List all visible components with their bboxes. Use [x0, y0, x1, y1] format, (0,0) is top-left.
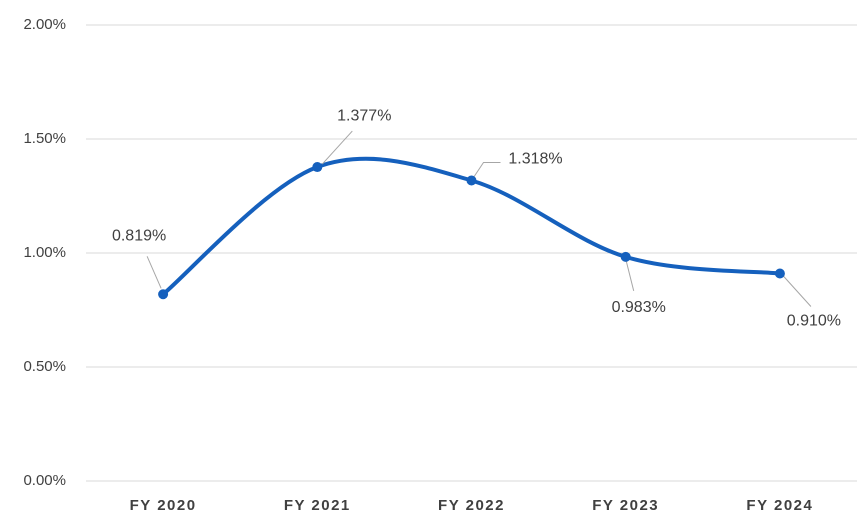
data-point [466, 175, 477, 186]
y-tick-label: 1.50% [23, 130, 66, 147]
leader-line [625, 258, 635, 291]
y-tick-label: 1.00% [23, 244, 66, 261]
data-label: 0.983% [612, 299, 666, 316]
data-point [774, 268, 785, 279]
y-tick-label: 2.00% [23, 16, 66, 33]
data-point [312, 162, 323, 173]
data-point [158, 289, 169, 300]
y-tick-label: 0.50% [23, 358, 66, 375]
x-tick-label: FY 2024 [746, 497, 813, 514]
x-tick-label: FY 2022 [438, 497, 505, 514]
data-label: 0.910% [787, 313, 841, 330]
x-tick-label: FY 2021 [284, 497, 351, 514]
data-label: 1.318% [508, 151, 562, 168]
data-label: 1.377% [337, 107, 391, 124]
leader-line [782, 275, 812, 307]
data-label: 0.819% [112, 227, 166, 244]
x-tick-label: FY 2020 [130, 497, 197, 514]
x-tick-label: FY 2023 [592, 497, 659, 514]
leader-line [321, 130, 353, 165]
leader-line [473, 161, 501, 178]
leader-line [146, 256, 162, 289]
data-point [620, 251, 631, 262]
y-tick-label: 0.00% [23, 472, 66, 489]
